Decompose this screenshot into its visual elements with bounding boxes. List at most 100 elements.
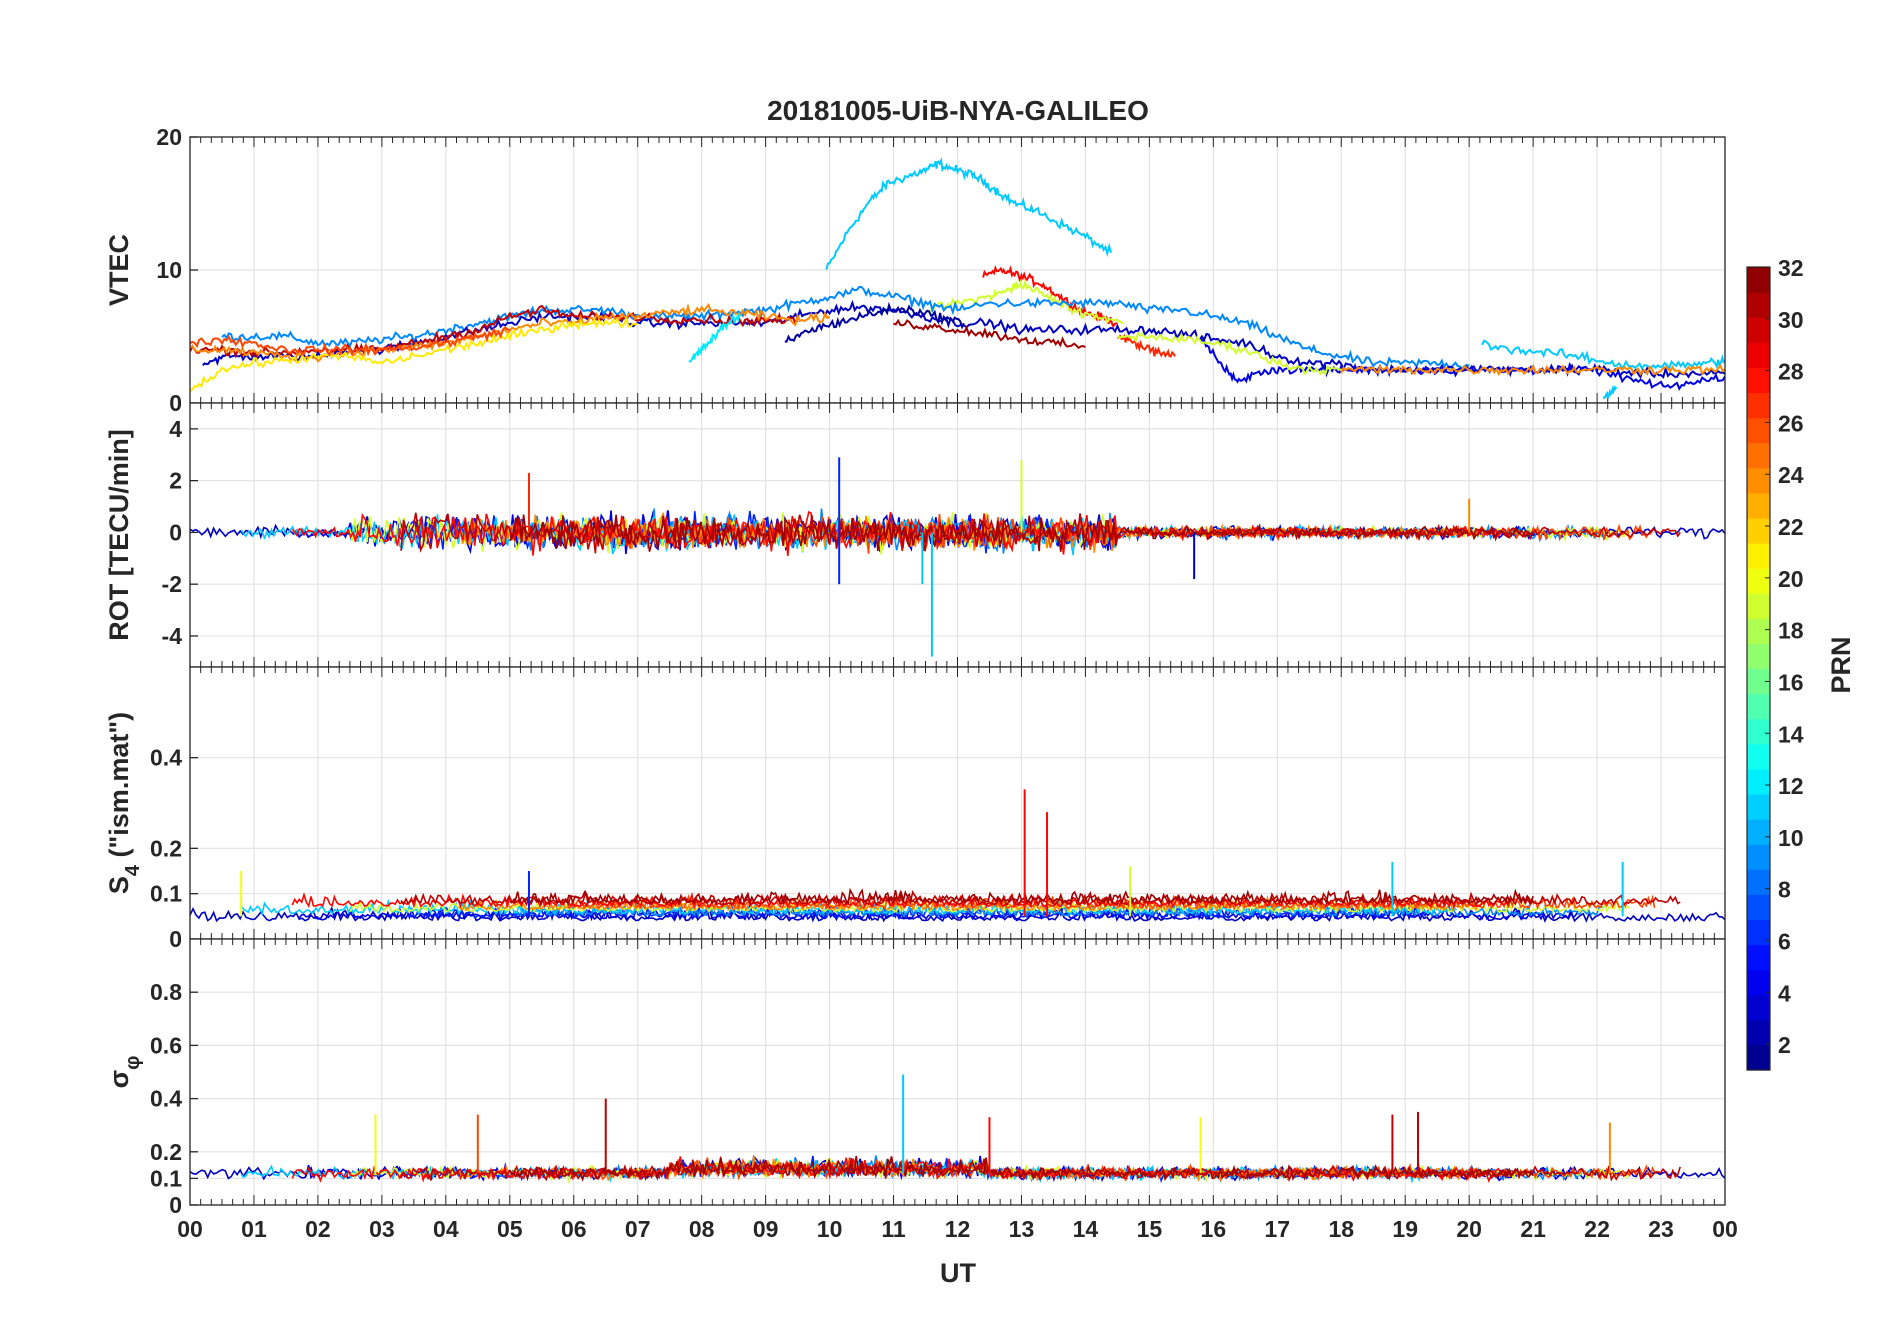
vtec-series-prn-26 [190, 326, 510, 357]
panel-vtec: 0 10 20 VTEC [104, 124, 1726, 416]
panel-rot-ylabel: ROT [TECU/min] [104, 429, 134, 640]
colorbar-band [1747, 994, 1770, 1021]
x-tick-label: 06 [561, 1216, 587, 1242]
panel-s4-ytick-label: 0.1 [150, 881, 182, 907]
x-tick-label: 23 [1648, 1216, 1674, 1242]
x-tick-label: 07 [625, 1216, 651, 1242]
panel-rot-data [190, 457, 1725, 657]
s4-series-prn-24 [457, 894, 1483, 913]
colorbar-band [1747, 392, 1770, 419]
colorbar-band [1747, 267, 1770, 293]
x-axis-title: UT [940, 1258, 976, 1288]
colorbar-frame [1746, 266, 1771, 1071]
colorbar-tick-label: 16 [1778, 669, 1804, 695]
panel-sigma_phi-ytick-label: 0.8 [150, 979, 182, 1005]
x-tick-label: 19 [1392, 1216, 1418, 1242]
vtec-series-prn-19 [924, 278, 1124, 325]
sigma_phi-series-prn-26 [566, 1157, 1656, 1182]
sigma_phi-series-prn-31 [509, 1155, 1534, 1182]
colorbar-band [1747, 618, 1770, 645]
panel-sigma_phi: 00.10.2 0.4 0.6 0.8 σφ [104, 938, 1726, 1218]
panel-rot-ytick-label: 0 [169, 519, 182, 545]
colorbar-tick-label: 28 [1778, 359, 1804, 385]
x-tick-label: 13 [1009, 1216, 1035, 1242]
colorbar-band [1747, 894, 1770, 921]
colorbar-tick-label: 14 [1778, 721, 1804, 747]
colorbar-band [1747, 292, 1770, 318]
panel-sigma_phi-ytick-label: 0.6 [150, 1032, 182, 1058]
colorbar-band [1747, 693, 1770, 720]
colorbar-band [1747, 844, 1770, 870]
panel-s4: 0 0.1 0.2 0.4S4 ("ism.mat") [104, 666, 1726, 952]
x-tick-label: 22 [1584, 1216, 1610, 1242]
x-tick-label: 00 [1712, 1216, 1738, 1242]
colorbar-band [1747, 442, 1770, 469]
x-tick-label: 01 [241, 1216, 267, 1242]
colorbar-tick-label: 18 [1778, 618, 1804, 644]
sigma_phi-series-prn-30 [400, 1157, 1681, 1183]
x-tick-label: 03 [369, 1216, 395, 1242]
colorbar-band [1747, 743, 1770, 770]
x-axis: 00 01 02 03 04 05 06 07 08 09 10 11 12 13 14 15 16 17 18 19… [177, 1216, 1738, 1242]
panel-vtec-ylabel: VTEC [104, 234, 134, 306]
panel-s4-ytick-label: 0.2 [150, 835, 182, 861]
vtec-series-prn-19 [1116, 330, 1342, 377]
panel-rot-ytick-label: -4 [162, 623, 183, 649]
colorbar-tick-label: 4 [1778, 980, 1791, 1006]
vtec-series-prn-11 [1481, 339, 1725, 371]
panel-rot-ytick-label: -2 [162, 571, 182, 597]
colorbar-band [1747, 643, 1770, 670]
x-tick-label: 18 [1328, 1216, 1354, 1242]
vtec-series-prn-24 [1340, 363, 1725, 377]
colorbar-tick-label: 30 [1778, 307, 1804, 333]
panel-sigma_phi-ytick-label: 0.1 [150, 1165, 182, 1191]
x-tick-label: 09 [753, 1216, 779, 1242]
vtec-series-prn-21 [190, 315, 639, 393]
panel-s4-ylabel: S4 ("ism.mat") [104, 712, 144, 894]
colorbar-tick-label: 24 [1778, 462, 1804, 488]
vtec-series-prn-11 [1602, 385, 1618, 400]
panel-rot: -4 -2 0 2 4 ROT [TECU/min] [104, 402, 1726, 668]
x-tick-label: 04 [433, 1216, 459, 1242]
colorbar-tick-label: 32 [1778, 255, 1804, 281]
s4-series-prn-28 [291, 891, 1508, 910]
vtec-series-prn-11 [825, 157, 1112, 270]
colorbar-band [1747, 869, 1770, 895]
panel-vtec-ytick-label: 10 [156, 257, 182, 283]
colorbar-tick-label: 8 [1778, 877, 1791, 903]
colorbar-band [1747, 467, 1770, 494]
vtec-series-prn-9 [221, 285, 1470, 370]
colorbar-band [1747, 944, 1770, 971]
vtec-series-prn-31 [893, 318, 1086, 350]
panel-rot-ytick-label: 4 [169, 416, 182, 442]
panel-sigma_phi-ytick-label: 0.2 [150, 1139, 182, 1165]
colorbar-band [1747, 317, 1770, 343]
panel-s4-ytick-label: 0 [169, 926, 182, 952]
panel-vtec-data [190, 157, 1725, 400]
x-tick-label: 20 [1456, 1216, 1482, 1242]
x-tick-label: 14 [1073, 1216, 1099, 1242]
colorbar-band [1747, 593, 1770, 619]
vtec-series-prn-2 [784, 301, 965, 343]
colorbar-band [1747, 417, 1770, 444]
panel-sigma_phi-ylabel: σφ [104, 1056, 144, 1089]
x-tick-label: 10 [817, 1216, 843, 1242]
colorbar-band [1747, 793, 1770, 820]
chart-title: 20181005-UiB-NYA-GALILEO [767, 95, 1149, 126]
colorbar-band [1747, 342, 1770, 368]
colorbar-tick-label: 20 [1778, 566, 1804, 592]
x-tick-label: 08 [689, 1216, 715, 1242]
x-tick-label: 15 [1137, 1216, 1163, 1242]
colorbar-band [1747, 969, 1770, 996]
s4-series-prn-30 [400, 889, 1681, 907]
panel-sigma_phi-frame [189, 938, 1726, 1206]
panel-sigma_phi-data [190, 1074, 1725, 1184]
x-tick-label: 21 [1520, 1216, 1546, 1242]
colorbar-band [1747, 1019, 1770, 1046]
colorbar-band [1747, 768, 1770, 795]
panel-sigma_phi-ytick-label: 0 [169, 1192, 182, 1218]
panel-vtec-ytick-label: 20 [156, 124, 182, 150]
panel-s4-data [190, 789, 1725, 923]
vtec-series-prn-12 [688, 311, 741, 363]
